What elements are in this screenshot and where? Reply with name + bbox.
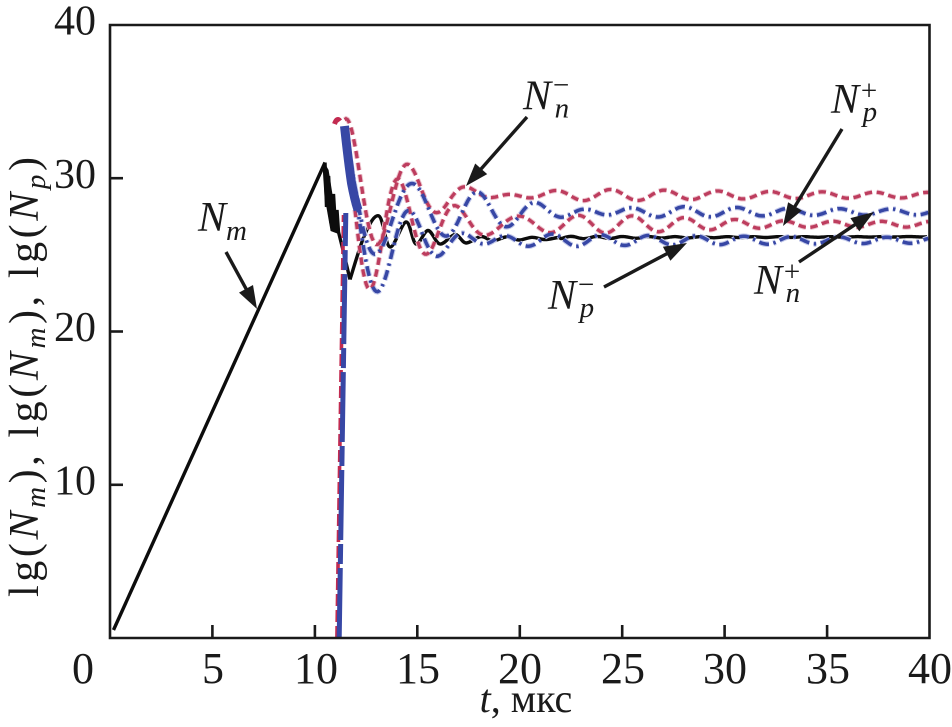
svg-text:0: 0	[72, 644, 94, 693]
svg-text:5: 5	[202, 644, 224, 693]
svg-text:25: 25	[601, 644, 645, 693]
svg-text:10: 10	[54, 458, 96, 504]
svg-text:40: 40	[54, 0, 96, 45]
svg-text:N+p: N+ p	[830, 75, 879, 128]
svg-text:35: 35	[806, 644, 850, 693]
svg-text:N−p: N− p	[547, 269, 596, 324]
svg-text:15: 15	[396, 644, 440, 693]
svg-text:10: 10	[294, 644, 338, 693]
svg-text:20: 20	[498, 644, 542, 693]
svg-text:30: 30	[54, 152, 96, 198]
svg-text:t, мкс: t, мкс	[480, 676, 573, 721]
svg-text:40: 40	[908, 644, 952, 693]
svg-text:30: 30	[703, 644, 747, 693]
svg-text:N+n: N+ n	[753, 256, 802, 309]
svg-text:20: 20	[54, 305, 96, 351]
svg-text:N−n: N− n	[522, 69, 571, 124]
